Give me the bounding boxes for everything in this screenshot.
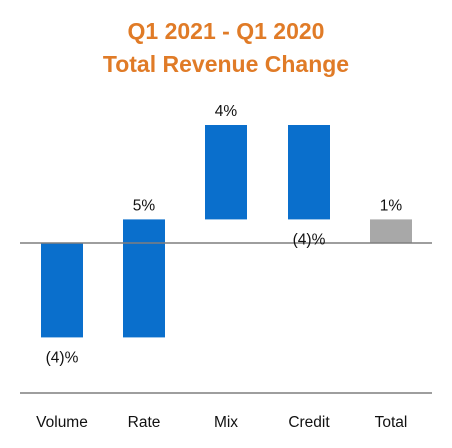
bar-total xyxy=(370,219,412,243)
chart-title-line-1: Q1 2021 - Q1 2020 xyxy=(127,18,325,44)
bar-mix xyxy=(205,125,247,220)
value-label-rate: 5% xyxy=(133,197,156,214)
value-label-total: 1% xyxy=(380,197,403,214)
category-label-volume: Volume xyxy=(36,414,88,431)
category-label-mix: Mix xyxy=(214,414,238,431)
category-label-total: Total xyxy=(375,414,408,431)
labels-layer: (4)% 5% 4% (4)% 1% xyxy=(46,103,403,366)
chart-title-line-2: Total Revenue Change xyxy=(102,51,350,77)
category-label-rate: Rate xyxy=(128,414,161,431)
value-label-volume: (4)% xyxy=(46,349,79,366)
category-labels: Volume Rate Mix Credit Total xyxy=(36,414,407,431)
value-label-credit: (4)% xyxy=(293,231,326,248)
value-label-mix: 4% xyxy=(215,103,238,120)
category-label-credit: Credit xyxy=(288,414,330,431)
bar-volume xyxy=(41,243,83,338)
bar-rate xyxy=(123,219,165,338)
bar-credit xyxy=(288,125,330,220)
bars-layer xyxy=(41,125,412,338)
